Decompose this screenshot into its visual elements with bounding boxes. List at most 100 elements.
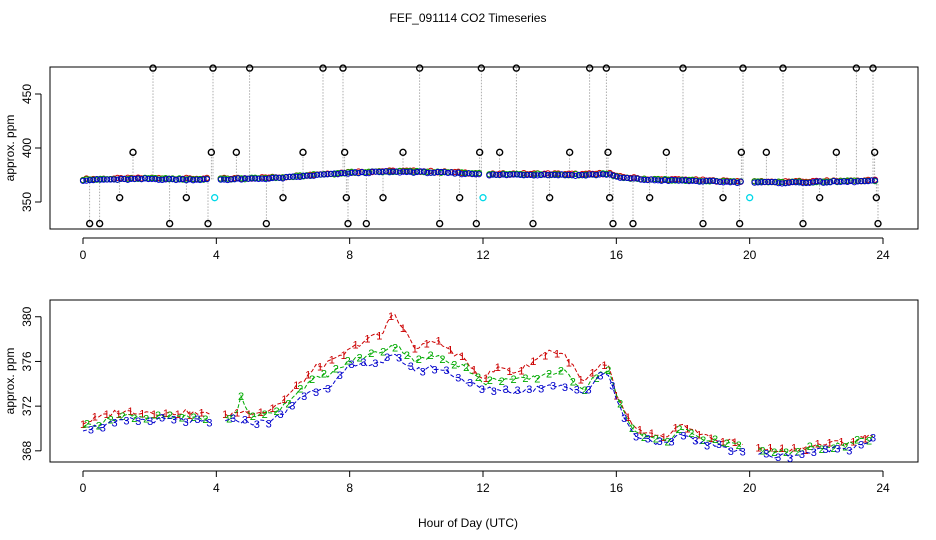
reference-point — [604, 148, 612, 157]
reference-point — [204, 219, 212, 228]
series-s3-point — [785, 179, 793, 186]
series-s3-point — [148, 175, 155, 183]
series-3-marker: 3 — [858, 440, 864, 452]
series-1-marker: 1 — [104, 409, 110, 421]
series-s3-point — [524, 171, 531, 179]
series-1-marker: 1 — [838, 437, 844, 449]
series-3-marker: 3 — [692, 436, 698, 448]
series-s3-point — [537, 171, 545, 179]
series-2-marker: 2 — [499, 376, 505, 388]
series-s3-point — [107, 176, 114, 183]
series-s3-point — [809, 179, 817, 186]
series-s3-point — [97, 176, 104, 183]
series-s3-point — [806, 179, 813, 186]
series-1-marker: 1 — [234, 408, 240, 420]
series-3-marker: 3 — [799, 449, 805, 461]
series-1-marker: 1 — [376, 330, 382, 342]
series-s3-point — [238, 176, 245, 183]
series-2-marker: 2 — [356, 352, 362, 364]
x-tick-label: 0 — [80, 248, 87, 262]
reference-point — [115, 193, 124, 202]
series-2-marker: 2 — [262, 409, 268, 421]
series-3-marker: 3 — [621, 413, 627, 425]
reference-point — [415, 64, 424, 72]
series-s3-point — [840, 178, 848, 185]
series-s3-point — [258, 175, 266, 182]
reference-point — [629, 219, 637, 228]
series-3-marker: 3 — [479, 384, 485, 396]
series-s3-point — [500, 171, 507, 178]
series-1-marker: 1 — [246, 409, 252, 421]
series-1-marker: 1 — [862, 433, 868, 445]
series-s3-point — [644, 176, 651, 184]
series-s3-point — [623, 174, 631, 182]
series-1-marker: 1 — [435, 336, 441, 348]
series-s3-point — [754, 179, 762, 186]
y-tick-label: 380 — [20, 306, 34, 326]
series-3-marker: 3 — [431, 364, 437, 376]
series-s3-point — [396, 169, 403, 176]
series-1-marker: 1 — [317, 362, 323, 374]
series-3-marker: 3 — [206, 417, 212, 429]
reference-point — [344, 219, 352, 228]
y-axis-label: approx. ppm — [3, 115, 17, 182]
series-s2-point — [534, 170, 541, 177]
series-2-marker: 2 — [143, 413, 149, 425]
series-s3-point — [286, 173, 293, 180]
series-s3-point — [685, 177, 693, 185]
reference-point — [495, 148, 504, 157]
y-tick-label: 350 — [20, 192, 34, 212]
series-3-marker: 3 — [503, 384, 509, 396]
series-1-marker: 1 — [352, 340, 358, 352]
series-2-marker: 2 — [688, 428, 694, 440]
series-2-marker: 2 — [570, 376, 576, 388]
series-3-marker: 3 — [408, 361, 414, 373]
series-2-marker: 2 — [866, 436, 872, 448]
series-s3-point — [541, 171, 548, 178]
series-s3-point — [327, 170, 335, 177]
series-s3-point — [252, 175, 259, 182]
series-s3-point — [599, 171, 607, 178]
reference-point — [602, 64, 611, 72]
series-2-marker: 2 — [191, 412, 197, 424]
series-2-marker: 2 — [712, 434, 718, 446]
series-s3-point — [121, 175, 128, 183]
series-s3-point — [641, 176, 648, 184]
series-1-marker: 1 — [613, 390, 619, 402]
series-s3-point — [193, 176, 200, 183]
reference-point — [149, 64, 157, 72]
series-s3-point — [296, 173, 304, 180]
series-3-marker: 3 — [574, 384, 580, 396]
series-3-marker: 3 — [609, 380, 615, 392]
series-1-marker: 1 — [483, 373, 489, 385]
series-s3-point — [365, 170, 372, 177]
series-s3-point — [362, 169, 369, 177]
series-1-marker: 1 — [400, 323, 406, 335]
series-s3-point — [221, 176, 228, 183]
series-1-marker: 1 — [92, 412, 98, 424]
series-1-marker: 1 — [755, 442, 761, 454]
series-2-marker: 2 — [736, 440, 742, 452]
reference-point — [735, 219, 744, 228]
series-s3-point — [675, 177, 682, 184]
series-s3-point — [561, 172, 569, 179]
series-3-marker: 3 — [384, 352, 390, 364]
series-3-marker: 3 — [396, 352, 402, 364]
series-s3-point — [692, 177, 700, 185]
reference-point — [455, 193, 464, 202]
series-s3-point — [617, 174, 624, 181]
series-s3-point — [413, 168, 421, 176]
series-s3-point — [90, 177, 97, 184]
x-tick-label: 16 — [610, 248, 624, 262]
series-s3-point — [393, 168, 400, 175]
series-s3-point — [227, 176, 235, 183]
series-1-marker: 1 — [151, 409, 157, 421]
series-s3-point — [813, 178, 820, 185]
series-3-marker: 3 — [823, 444, 829, 456]
series-s3-point — [155, 176, 162, 183]
reference-point — [585, 64, 594, 72]
series-s3-point — [727, 179, 734, 186]
series-s3-point — [520, 172, 527, 179]
series-s3-point — [169, 176, 176, 183]
reference-point — [737, 148, 746, 157]
